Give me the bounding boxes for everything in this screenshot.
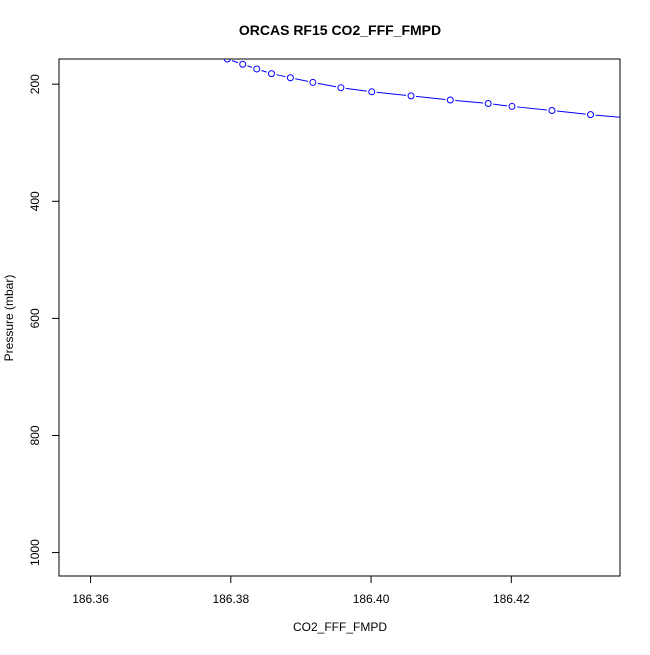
series-line-segment (455, 99, 484, 104)
series-line-segment (595, 114, 620, 118)
data-point (587, 111, 595, 119)
series-line-segment (247, 65, 253, 68)
series-line-segment (376, 91, 407, 96)
series-line-segment (295, 78, 309, 82)
data-point (223, 59, 231, 63)
series-line-segment (516, 106, 548, 111)
data-point (484, 99, 492, 107)
chart-title: ORCAS RF15 CO2_FFF_FMPD (239, 22, 441, 38)
x-tick-label: 186.42 (493, 592, 530, 606)
data-point (286, 74, 294, 82)
x-axis: 186.36 186.38 186.40 186.42 (72, 576, 530, 606)
data-point (253, 65, 261, 73)
series-line-segment (345, 87, 367, 92)
series-line-segment (276, 74, 286, 78)
series-line-segment (415, 95, 446, 100)
plot-frame (58, 58, 621, 577)
data-point (337, 84, 345, 92)
y-tick-label: 800 (28, 425, 42, 445)
data-point (548, 107, 556, 115)
series-line-segment (493, 103, 508, 107)
series-line-segment (556, 110, 586, 115)
data-point (309, 78, 317, 86)
data-point (368, 88, 376, 96)
data-point (267, 70, 275, 78)
x-axis-label: CO2_FFF_FMPD (293, 620, 387, 634)
data-point (407, 92, 415, 100)
y-tick-label: 600 (28, 308, 42, 328)
series-line-segment (261, 69, 267, 73)
data-point (508, 102, 516, 110)
x-tick-label: 186.36 (72, 592, 109, 606)
data-point (626, 115, 632, 121)
x-tick-label: 186.40 (353, 592, 390, 606)
data-point (446, 96, 454, 104)
y-axis-label: Pressure (mbar) (2, 275, 16, 362)
y-axis: 200 400 600 800 1000 (28, 74, 59, 566)
y-tick-label: 400 (28, 191, 42, 211)
y-tick-label: 200 (28, 74, 42, 94)
data-point (239, 60, 247, 68)
series-line-segment (317, 82, 337, 88)
x-tick-label: 186.38 (212, 592, 249, 606)
series-layer (223, 59, 632, 121)
series-line-segment (231, 60, 239, 64)
y-tick-label: 1000 (28, 539, 42, 566)
